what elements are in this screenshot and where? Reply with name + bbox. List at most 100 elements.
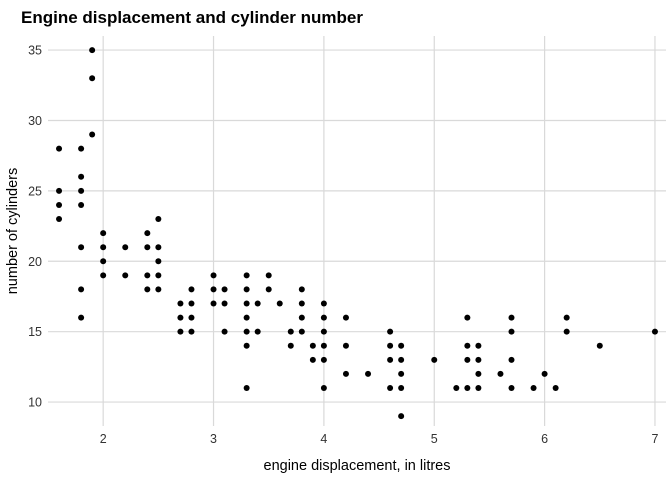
data-point xyxy=(221,328,228,335)
data-point xyxy=(188,328,195,335)
data-point xyxy=(342,314,349,321)
data-point xyxy=(144,230,151,237)
data-point xyxy=(243,342,250,349)
data-point xyxy=(89,47,96,54)
data-point xyxy=(100,258,107,265)
data-point xyxy=(508,328,515,335)
data-point xyxy=(78,314,85,321)
data-point xyxy=(89,131,96,138)
data-point xyxy=(464,384,471,391)
data-point xyxy=(144,272,151,279)
data-point xyxy=(100,272,107,279)
data-point xyxy=(254,300,261,307)
x-tick-label: 7 xyxy=(651,432,658,446)
data-point xyxy=(320,384,327,391)
data-point xyxy=(100,230,107,237)
data-point xyxy=(464,342,471,349)
data-point xyxy=(541,370,548,377)
data-point xyxy=(387,342,394,349)
data-point xyxy=(508,356,515,363)
data-point xyxy=(78,244,85,251)
data-points xyxy=(56,47,658,420)
y-tick-label: 30 xyxy=(28,114,42,128)
data-point xyxy=(254,328,261,335)
data-point xyxy=(508,384,515,391)
data-point xyxy=(530,384,537,391)
data-point xyxy=(320,300,327,307)
data-point xyxy=(78,286,85,293)
data-point xyxy=(122,272,129,279)
y-tick-label: 35 xyxy=(28,44,42,58)
chart-title: Engine displacement and cylinder number xyxy=(21,8,363,27)
data-point xyxy=(210,272,217,279)
y-tick-label: 15 xyxy=(28,325,42,339)
data-point xyxy=(342,370,349,377)
data-point xyxy=(243,286,250,293)
data-point xyxy=(298,328,305,335)
data-point xyxy=(298,300,305,307)
data-point xyxy=(276,300,283,307)
data-point xyxy=(320,328,327,335)
data-point xyxy=(188,286,195,293)
data-point xyxy=(210,300,217,307)
data-point xyxy=(552,384,559,391)
data-point xyxy=(387,356,394,363)
data-point xyxy=(398,384,405,391)
data-point xyxy=(287,342,294,349)
data-point xyxy=(342,342,349,349)
data-point xyxy=(243,384,250,391)
x-tick-label: 5 xyxy=(431,432,438,446)
tick-labels: 2 3 4 5 6 7 10 15 20 25 30 35 xyxy=(28,44,658,446)
data-point xyxy=(320,356,327,363)
x-tick-label: 2 xyxy=(100,432,107,446)
data-point xyxy=(497,370,504,377)
data-point xyxy=(387,384,394,391)
data-point xyxy=(453,384,460,391)
data-point xyxy=(177,328,184,335)
data-point xyxy=(210,286,217,293)
x-tick-label: 3 xyxy=(210,432,217,446)
data-point xyxy=(398,413,405,420)
data-point xyxy=(309,342,316,349)
data-point xyxy=(78,173,85,180)
data-point xyxy=(243,314,250,321)
data-point xyxy=(78,201,85,208)
data-point xyxy=(365,370,372,377)
data-point xyxy=(155,272,162,279)
data-point xyxy=(122,244,129,251)
data-point xyxy=(155,244,162,251)
y-tick-label: 25 xyxy=(28,184,42,198)
data-point xyxy=(508,314,515,321)
data-point xyxy=(56,216,63,223)
data-point xyxy=(243,300,250,307)
data-point xyxy=(431,356,438,363)
data-point xyxy=(155,216,162,223)
data-point xyxy=(563,328,570,335)
data-point xyxy=(243,328,250,335)
data-point xyxy=(265,286,272,293)
data-point xyxy=(56,145,63,152)
data-point xyxy=(78,187,85,194)
data-point xyxy=(387,328,394,335)
data-point xyxy=(221,286,228,293)
x-axis-label: engine displacement, in litres xyxy=(264,458,451,474)
data-point xyxy=(56,187,63,194)
data-point xyxy=(155,286,162,293)
data-point xyxy=(298,286,305,293)
data-point xyxy=(475,342,482,349)
data-point xyxy=(309,356,316,363)
data-point xyxy=(464,314,471,321)
y-tick-label: 20 xyxy=(28,255,42,269)
data-point xyxy=(398,342,405,349)
y-axis-label: number of cylinders xyxy=(5,168,21,295)
data-point xyxy=(475,356,482,363)
data-point xyxy=(398,356,405,363)
data-point xyxy=(398,370,405,377)
data-point xyxy=(56,201,63,208)
data-point xyxy=(265,272,272,279)
data-point xyxy=(89,75,96,82)
data-point xyxy=(243,272,250,279)
data-point xyxy=(563,314,570,321)
data-point xyxy=(320,342,327,349)
